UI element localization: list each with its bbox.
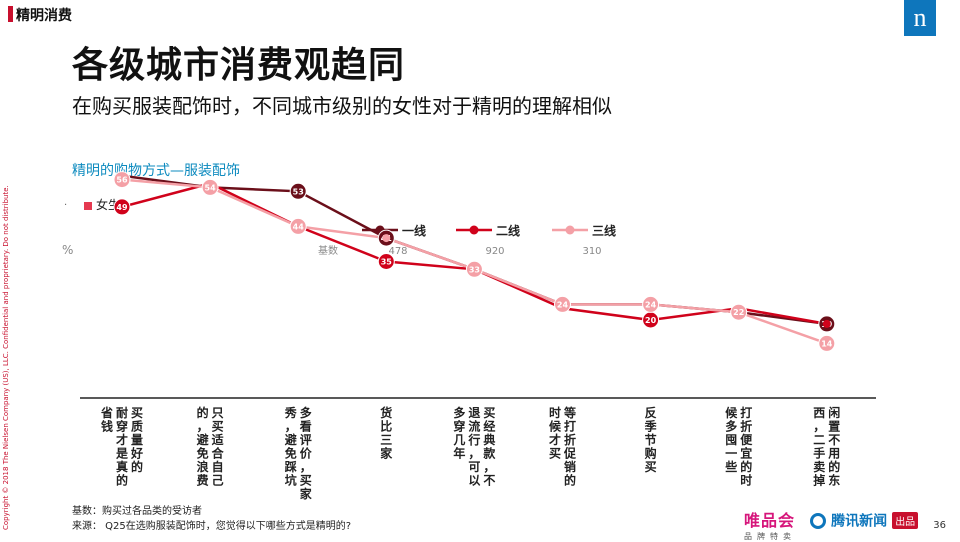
page-title: 各级城市消费观趋同	[72, 45, 406, 86]
category-label-6-col-2: 时候才买	[549, 405, 562, 461]
data-label-s2-4: 35	[381, 258, 393, 267]
data-label-s3-3: 44	[293, 222, 305, 231]
data-label-s1-3: 53	[293, 187, 304, 196]
legend-marker-2	[469, 225, 479, 235]
base-value-3: 310	[582, 246, 601, 257]
category-label-4-col-1: 货比三家	[380, 405, 393, 461]
y-unit-label: %	[62, 243, 73, 257]
data-label-s2-1: 49	[116, 203, 128, 212]
category-label-3-col-2: 秀，避免踩坑	[284, 405, 298, 488]
legend-label-1: 一线	[402, 223, 426, 238]
footnote: 基数：购买过各品类的受访者 来源： Q25在选购服装配饰时，您觉得以下哪些方式是…	[72, 504, 351, 534]
data-label-s3-1: 56	[116, 176, 128, 185]
data-label-s3-8: 22	[733, 308, 744, 317]
base-value-2: 920	[485, 246, 504, 257]
data-point-s3-6	[554, 295, 571, 313]
base-value-1: 478	[388, 246, 407, 257]
data-point-s1-3	[289, 182, 307, 200]
category-label-8-col-1: 打折便宜的时	[740, 405, 753, 488]
base-label: 基数	[318, 244, 338, 257]
data-point-s3-3	[289, 217, 307, 235]
section-tag: 精明消费	[0, 0, 160, 28]
data-label-s3-5: 33	[469, 265, 480, 274]
data-label-s3-2: 54	[205, 183, 217, 192]
data-point-s3-7	[642, 295, 660, 313]
legend-label-3: 三线	[592, 223, 616, 238]
data-label-s3-7: 24	[645, 300, 657, 309]
page-number: 36	[933, 520, 946, 531]
tencent-news-icon	[810, 512, 826, 529]
data-point-s3-5	[465, 260, 483, 278]
legend-marker-3	[565, 225, 575, 235]
gender-legend-swatch	[84, 201, 92, 210]
series-line-1	[121, 174, 827, 326]
tencent-news-name: 腾讯新闻	[831, 513, 888, 530]
category-label-6-col-1: 等打折促销的	[563, 405, 577, 488]
data-point-s2-9	[822, 319, 831, 328]
data-point-s2-4	[377, 253, 395, 270]
data-label-s3-9: 14	[821, 339, 833, 348]
category-label-2-col-2: 的，避免浪费	[197, 405, 209, 488]
data-point-s3-1	[113, 171, 131, 189]
category-label-5-col-1: 买经典款，不	[483, 406, 496, 488]
category-label-7-col-1: 反季节购买	[644, 405, 658, 474]
vip-brand-logo: 唯品会 品牌特卖	[744, 507, 804, 541]
nielsen-logo: n	[904, 0, 936, 36]
page-subtitle: 在购买服装配饰时，不同城市级别的女性对于精明的理解相似	[72, 94, 612, 118]
data-point-s3-8	[730, 303, 748, 321]
category-label-9-col-2: 西，二手卖掉	[813, 406, 825, 488]
category-label-1-col-1: 买质量好的	[130, 406, 143, 474]
section-tag-label: 精明消费	[16, 8, 72, 24]
chart-heading: 精明的购物方式—服装配饰	[72, 163, 240, 179]
category-label-3-col-1: 多看评价，买家	[300, 405, 313, 501]
category-label-2-col-1: 只买适合自己	[212, 406, 225, 488]
category-label-1-col-3: 省钱	[100, 405, 113, 434]
data-point-s3-9	[818, 334, 836, 352]
data-point-s3-4	[382, 234, 391, 243]
footnote-base: 基数：购买过各品类的受访者	[72, 506, 202, 517]
dot-marker: .	[64, 197, 68, 208]
category-label-9-col-1: 闲置不用的东	[827, 406, 840, 488]
series-line-2	[121, 182, 828, 326]
category-label-8-col-2: 候多囤一些	[725, 405, 738, 474]
vip-brand-tagline: 品牌特卖	[744, 532, 796, 541]
data-point-s2-1	[113, 198, 131, 216]
category-label-5-col-3: 多穿几年	[453, 405, 465, 461]
footnote-source: 来源： Q25在选购服装配饰时，您觉得以下哪些方式是精明的?	[72, 521, 352, 532]
category-label-5-col-2: 退流行，可以	[467, 406, 480, 488]
data-point-s3-2	[201, 178, 219, 196]
tencent-news-logo: 腾讯新闻 出品	[810, 510, 919, 532]
category-label-1-col-2: 耐穿才是真的	[115, 405, 129, 488]
tencent-news-badge: 出品	[892, 512, 919, 529]
data-label-s3-6: 24	[557, 300, 569, 309]
vip-brand-name: 唯品会	[744, 511, 796, 530]
section-accent-bar	[8, 6, 13, 22]
legend-label-2: 二线	[496, 223, 520, 238]
data-label-s2-7: 20	[645, 316, 657, 325]
